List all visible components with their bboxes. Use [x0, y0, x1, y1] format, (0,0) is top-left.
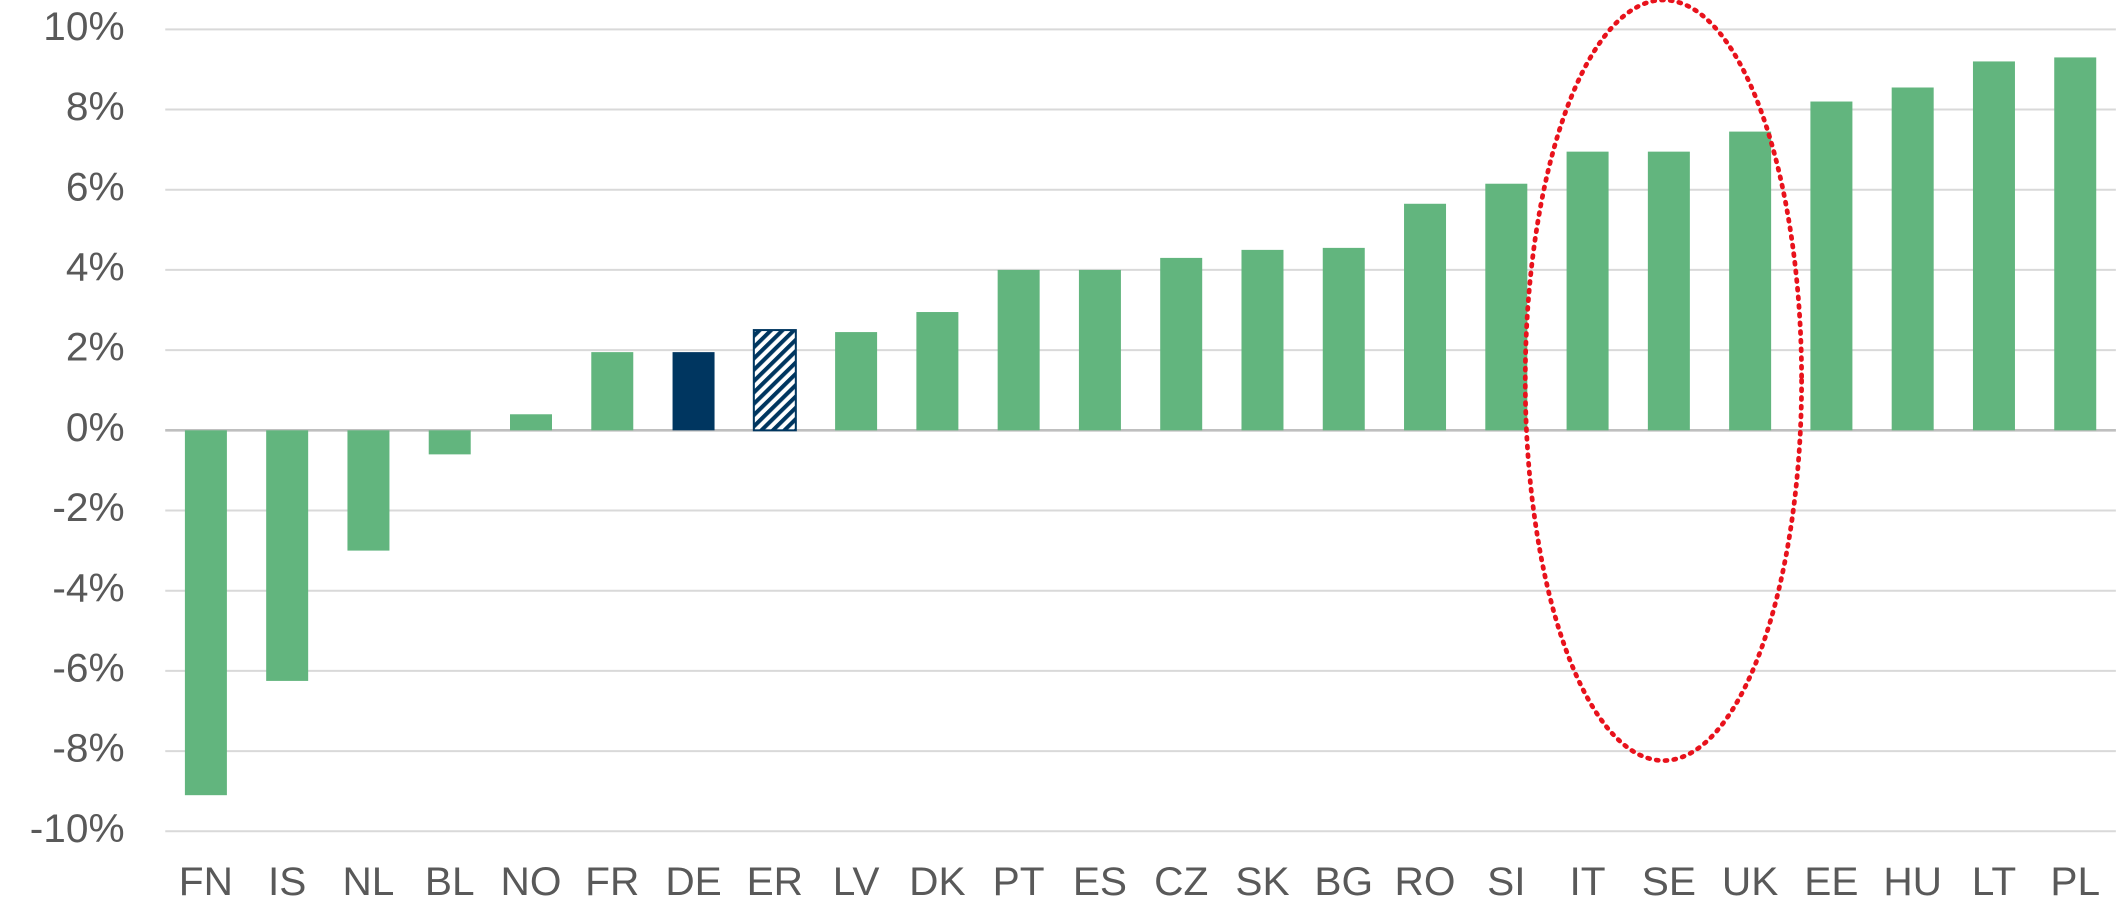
y-tick-label: 0%	[66, 404, 125, 450]
bar	[752, 329, 797, 432]
x-tick-label: PL	[2050, 858, 2100, 904]
bar	[672, 352, 715, 431]
x-tick-label: SK	[1235, 858, 1289, 904]
x-tick-label: SI	[1487, 858, 1525, 904]
bar	[997, 269, 1040, 431]
y-tick-label: 10%	[43, 3, 124, 49]
x-tick-label: PT	[993, 858, 1045, 904]
bar	[835, 332, 878, 431]
bar	[1972, 61, 2015, 431]
x-tick-label: ES	[1073, 858, 1127, 904]
y-tick-label: 8%	[66, 83, 125, 129]
x-tick-label: RO	[1395, 858, 1456, 904]
bar	[1729, 131, 1772, 431]
x-tick-label: DK	[909, 858, 966, 904]
x-tick-label: ER	[747, 858, 803, 904]
x-tick-label: NL	[342, 858, 394, 904]
bar	[1078, 269, 1121, 431]
y-tick-label: 2%	[66, 324, 125, 370]
x-tick-label: NO	[501, 858, 562, 904]
x-tick-label: HU	[1883, 858, 1942, 904]
x-tick-label: CZ	[1154, 858, 1208, 904]
x-tick-label: FN	[179, 858, 233, 904]
x-tick-label: IS	[268, 858, 306, 904]
bar	[1566, 151, 1609, 431]
y-tick-label: -6%	[52, 645, 124, 691]
x-tick-label: LT	[1972, 858, 2016, 904]
y-tick-label: -10%	[30, 805, 125, 851]
bar	[266, 430, 309, 681]
highlight-ellipse	[1522, 0, 1804, 763]
bar	[1241, 249, 1284, 431]
bar	[347, 430, 390, 551]
x-tick-label: IT	[1570, 858, 1606, 904]
x-tick-label: UK	[1722, 858, 1779, 904]
x-tick-label: DE	[665, 858, 721, 904]
y-tick-label: -2%	[52, 484, 124, 530]
bar	[1322, 247, 1365, 431]
bar	[1891, 87, 1934, 431]
x-tick-label: BL	[425, 858, 475, 904]
bar	[184, 430, 227, 796]
bar	[1485, 183, 1528, 431]
y-tick-label: -4%	[52, 565, 124, 611]
bar	[428, 430, 471, 455]
bar	[591, 352, 634, 431]
x-tick-label: EE	[1804, 858, 1858, 904]
y-tick-label: -8%	[52, 725, 124, 771]
y-tick-label: 4%	[66, 244, 125, 290]
bar	[510, 414, 552, 431]
x-tick-label: BG	[1314, 858, 1373, 904]
bar	[1810, 101, 1853, 431]
bar	[1404, 203, 1447, 431]
bar	[1160, 257, 1203, 431]
bar	[1647, 151, 1690, 431]
bar	[916, 312, 959, 431]
y-tick-label: 6%	[66, 164, 125, 210]
bar	[2054, 57, 2097, 431]
x-tick-label: LV	[833, 858, 880, 904]
x-tick-label: FR	[585, 858, 639, 904]
x-tick-label: SE	[1642, 858, 1696, 904]
